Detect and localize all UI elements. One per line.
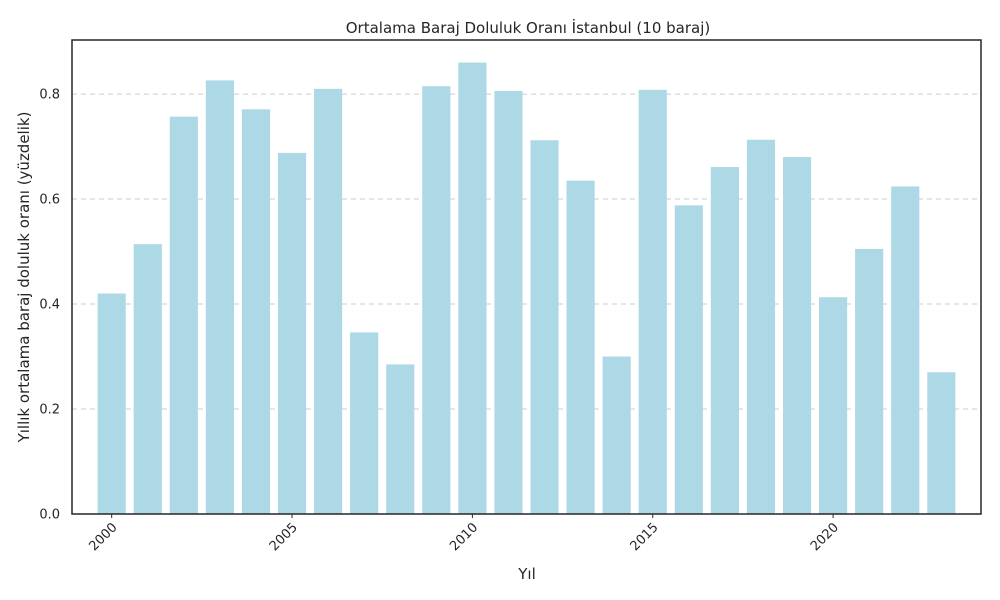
y-tick-label: 0.6 bbox=[39, 193, 60, 208]
plot-frame bbox=[71, 39, 982, 515]
bar-2021 bbox=[855, 248, 884, 515]
x-axis-label: Yıl bbox=[517, 565, 536, 583]
bar-2005 bbox=[277, 152, 307, 514]
bars bbox=[97, 62, 956, 515]
bar-2006 bbox=[314, 88, 343, 515]
x-tick-label: 2020 bbox=[808, 520, 842, 554]
bar-2015 bbox=[638, 89, 667, 514]
bar-2002 bbox=[169, 116, 198, 514]
bar-2014 bbox=[602, 356, 631, 514]
x-tick-label: 2005 bbox=[267, 520, 301, 554]
bar-2008 bbox=[386, 364, 415, 514]
y-axis-ticks: 0.0 0.2 0.4 0.6 0.8 bbox=[39, 88, 60, 523]
y-tick-label: 0.4 bbox=[39, 298, 60, 313]
x-tick-label: 2000 bbox=[86, 520, 120, 554]
bar-2007 bbox=[350, 332, 379, 514]
bar-2018 bbox=[746, 139, 776, 514]
y-axis-label: Yıllık ortalama baraj doluluk oranı (yüz… bbox=[15, 112, 33, 444]
bar-2019 bbox=[782, 157, 812, 515]
bar-2012 bbox=[530, 140, 559, 514]
chart-title: Ortalama Baraj Doluluk Oranı İstanbul (1… bbox=[346, 18, 710, 37]
bar-2001 bbox=[133, 244, 162, 514]
bar-2022 bbox=[891, 186, 920, 514]
bar-2010 bbox=[458, 62, 487, 514]
bar-2023 bbox=[927, 372, 956, 514]
bar-2004 bbox=[241, 109, 271, 515]
y-tick-label: 0.8 bbox=[39, 88, 60, 103]
y-tick-label: 0.0 bbox=[39, 508, 60, 523]
bar-2003 bbox=[205, 80, 234, 514]
bar-2013 bbox=[566, 180, 595, 514]
bar-2011 bbox=[494, 90, 523, 515]
y-tick-label: 0.2 bbox=[39, 403, 60, 418]
x-axis-ticks: 2000 2005 2010 2015 2020 bbox=[86, 514, 842, 554]
bar-2017 bbox=[710, 167, 739, 514]
bar-2016 bbox=[674, 205, 703, 515]
bar-2009 bbox=[422, 86, 451, 514]
x-tick-label: 2015 bbox=[628, 520, 662, 554]
bar-2000 bbox=[97, 293, 126, 514]
bar-2020 bbox=[819, 297, 848, 514]
x-tick-label: 2010 bbox=[447, 520, 481, 554]
